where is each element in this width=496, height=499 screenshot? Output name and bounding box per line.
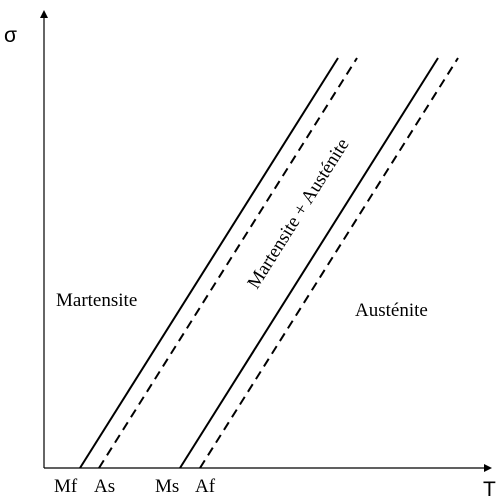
mf-label: Mf xyxy=(54,476,78,497)
as-label: As xyxy=(94,476,115,497)
ms-label: Ms xyxy=(155,476,179,497)
x-axis-symbol: T xyxy=(483,478,496,499)
af-label: Af xyxy=(195,476,216,497)
as-line xyxy=(98,57,358,469)
ms-line xyxy=(179,57,439,469)
af-line xyxy=(199,57,459,469)
mf-line xyxy=(79,57,339,469)
austenite-region-label: Austénite xyxy=(355,300,428,321)
y-axis-symbol: σ xyxy=(4,24,17,47)
martensite-region-label: Martensite xyxy=(56,290,137,311)
